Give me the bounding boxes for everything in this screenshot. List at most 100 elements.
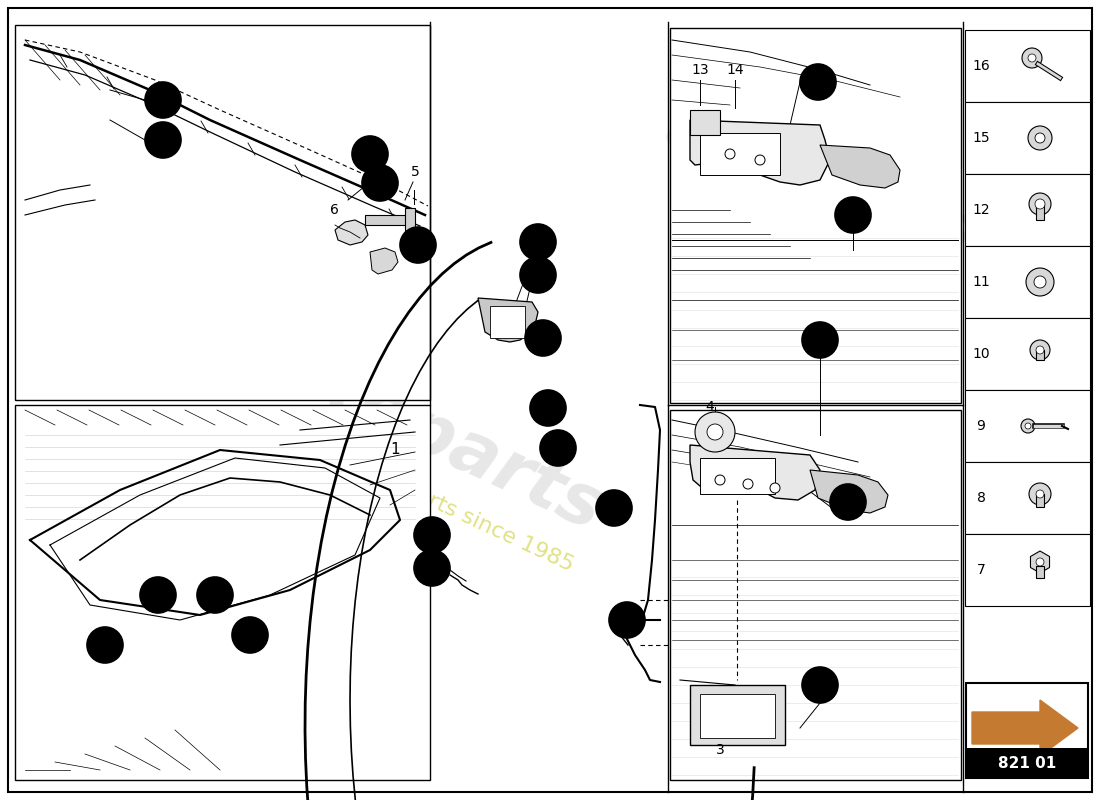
Circle shape [1026, 268, 1054, 296]
Text: 15: 15 [618, 613, 636, 627]
Text: 12: 12 [361, 147, 378, 161]
Bar [1036, 204, 1044, 220]
Bar [1036, 566, 1044, 578]
Bar [966, 748, 1088, 778]
Text: 12: 12 [972, 203, 990, 217]
Circle shape [540, 430, 576, 466]
Text: 821 01: 821 01 [998, 755, 1056, 770]
Text: a passion for parts since 1985: a passion for parts since 1985 [729, 189, 952, 282]
Bar [965, 102, 1090, 174]
Text: 10: 10 [154, 93, 172, 107]
Text: 8: 8 [844, 495, 852, 509]
Text: 13: 13 [691, 63, 708, 77]
Circle shape [400, 227, 436, 263]
Circle shape [1036, 346, 1044, 354]
Bar [1036, 350, 1044, 360]
Circle shape [530, 390, 566, 426]
Text: 8: 8 [814, 75, 823, 89]
Circle shape [87, 627, 123, 663]
Bar [670, 410, 961, 780]
Text: autoparts: autoparts [659, 98, 981, 262]
Circle shape [1021, 419, 1035, 433]
Text: 8: 8 [815, 678, 824, 692]
Circle shape [525, 320, 561, 356]
Text: 10: 10 [409, 238, 427, 252]
Circle shape [830, 484, 866, 520]
Circle shape [414, 517, 450, 553]
Polygon shape [820, 145, 900, 188]
Bar [965, 534, 1090, 606]
Circle shape [1028, 54, 1036, 62]
Text: 14: 14 [726, 63, 744, 77]
Text: 15: 15 [549, 441, 566, 455]
Circle shape [707, 424, 723, 440]
Text: 9: 9 [245, 628, 254, 642]
Bar [965, 174, 1090, 246]
Circle shape [1030, 340, 1050, 360]
Text: 2: 2 [539, 331, 548, 345]
Text: 11: 11 [154, 133, 172, 147]
Circle shape [414, 550, 450, 586]
Circle shape [1035, 133, 1045, 143]
Circle shape [520, 257, 556, 293]
Polygon shape [690, 120, 830, 185]
Circle shape [1036, 490, 1044, 498]
Text: 7: 7 [977, 563, 986, 577]
Polygon shape [336, 220, 368, 245]
Text: 9: 9 [543, 401, 552, 415]
Text: 15: 15 [424, 561, 441, 575]
Text: 10: 10 [371, 176, 388, 190]
Circle shape [770, 483, 780, 493]
Circle shape [596, 490, 632, 526]
Text: 16: 16 [424, 528, 441, 542]
Text: autoparts: autoparts [226, 314, 615, 546]
Text: 11: 11 [96, 638, 114, 652]
Text: 10: 10 [972, 347, 990, 361]
Circle shape [145, 122, 182, 158]
Bar [490, 306, 525, 338]
Bar [965, 318, 1090, 390]
Circle shape [715, 475, 725, 485]
Bar [965, 30, 1090, 102]
Circle shape [1034, 276, 1046, 288]
Bar [965, 462, 1090, 534]
Polygon shape [690, 445, 820, 500]
Circle shape [742, 479, 754, 489]
Circle shape [609, 602, 645, 638]
Bar [965, 390, 1090, 462]
Circle shape [1035, 199, 1045, 209]
Bar [700, 133, 780, 175]
Text: 12: 12 [844, 208, 861, 222]
Bar [1036, 494, 1044, 507]
Text: a passion for parts since 1985: a passion for parts since 1985 [263, 414, 576, 575]
Text: 7: 7 [534, 235, 542, 249]
Polygon shape [810, 470, 888, 513]
Text: 8: 8 [977, 491, 986, 505]
Text: 9: 9 [609, 501, 618, 515]
Text: 11: 11 [972, 275, 990, 289]
Circle shape [1025, 423, 1031, 429]
Text: 11: 11 [150, 588, 167, 602]
Circle shape [520, 224, 556, 260]
Circle shape [695, 412, 735, 452]
Circle shape [835, 197, 871, 233]
Bar [690, 685, 785, 745]
Bar [700, 694, 776, 738]
Circle shape [802, 322, 838, 358]
Circle shape [232, 617, 268, 653]
Circle shape [1028, 193, 1050, 215]
Bar [15, 405, 430, 780]
Bar [690, 110, 721, 135]
Bar [966, 683, 1088, 778]
Circle shape [755, 155, 764, 165]
Circle shape [800, 64, 836, 100]
Text: 3: 3 [716, 743, 725, 757]
Circle shape [1028, 126, 1052, 150]
Polygon shape [972, 700, 1078, 756]
Text: 5: 5 [410, 165, 419, 179]
Circle shape [145, 82, 182, 118]
Bar [365, 215, 410, 225]
Circle shape [1028, 483, 1050, 505]
Text: 9: 9 [977, 419, 986, 433]
Circle shape [352, 136, 388, 172]
